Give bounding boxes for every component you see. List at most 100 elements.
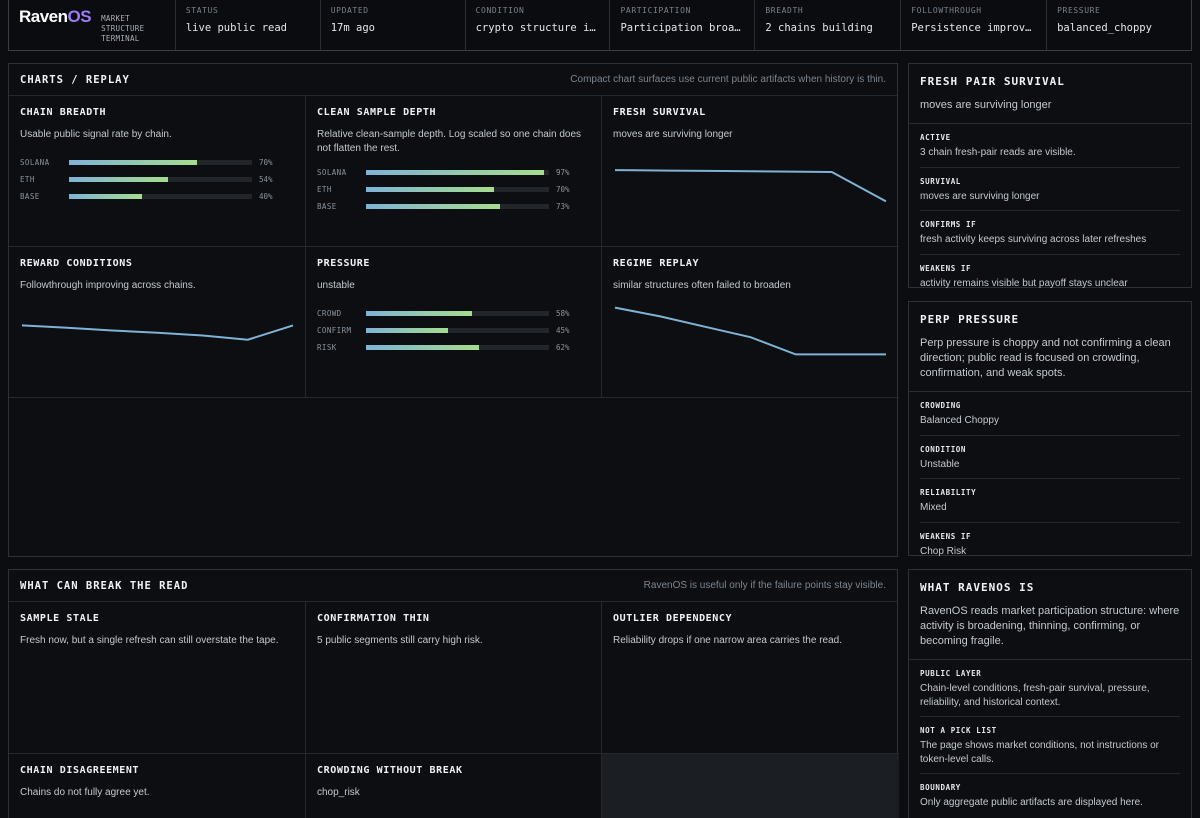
bar-row-eth: ETH 54% [20,171,294,188]
bar-label: ETH [317,185,332,194]
sparkline-path [614,306,886,356]
panel-title: CHARTS / REPLAY [20,73,130,86]
break-grid: SAMPLE STALE Fresh now, but a single ref… [9,602,899,818]
brand-subtitle: MARKET STRUCTURE TERMINAL [101,14,145,43]
perp-pressure-card: PERP PRESSURE Perp pressure is choppy an… [908,301,1192,557]
panel-note: Compact chart surfaces use current publi… [570,74,886,85]
kv-weakens-if: WEAKENS IF activity remains visible but p… [920,263,1128,289]
kv-condition: CONDITION Unstable [920,436,1180,479]
bar-track [69,194,252,199]
bar-value: 58% [556,309,570,318]
card-subtitle: RavenOS reads market participation struc… [920,605,1180,647]
bar-track [366,328,549,333]
stat-condition: CONDITION crypto structure is m… [466,0,611,50]
bar-row-crowd: CROWD 58% [317,305,590,322]
kv-survival: SURVIVAL moves are surviving longer [920,168,1180,211]
risk-card-outlier-dependency[interactable]: OUTLIER DEPENDENCY Reliability drops if … [602,602,899,754]
break-panel-header: WHAT CAN BREAK THE READ RavenOS is usefu… [9,570,897,602]
kv-list: ACTIVE 3 chain fresh-pair reads are visib… [920,124,1180,297]
bar-track [366,311,549,316]
chart-cell-pressure[interactable]: PRESSURE unstable CROWD 58% CONFIRM 45% RISK… [306,247,602,398]
bar-row-risk: RISK 62% [317,339,590,356]
card-title: FRESH PAIR SURVIVAL [920,75,1065,88]
what-ravenos-is-card: WHAT RAVENOS IS RavenOS reads market par… [908,569,1192,818]
bar-track [69,160,252,165]
bar-list: SOLANA 70% ETH 54% BASE 40% [20,154,294,205]
bar-label: CONFIRM [317,326,352,335]
panel-title: WHAT CAN BREAK THE READ [20,579,189,592]
panel-note: RavenOS is useful only if the failure po… [643,580,886,591]
card-subtitle: moves are surviving longer [920,99,1052,111]
kv-public-layer: PUBLIC LAYER Chain-level conditions, fres… [920,660,1180,717]
bar-label: CROWD [317,309,342,318]
kv-active: ACTIVE 3 chain fresh-pair reads are visib… [920,124,1180,168]
bar-value: 73% [556,202,570,211]
risk-card-sample-stale[interactable]: SAMPLE STALE Fresh now, but a single ref… [9,602,306,754]
bar-fill [366,328,449,333]
bar-label: SOLANA [317,168,347,177]
brand[interactable]: RavenOS MARKET STRUCTURE TERMINAL [9,0,176,50]
chart-cell-fresh-survival[interactable]: FRESH SURVIVAL moves are surviving longe… [602,96,899,247]
bar-row-base: BASE 40% [20,188,294,205]
reward-conditions-sparkline [21,324,294,341]
kv-list: CROWDING Balanced Choppy CONDITION Unstabl… [920,392,1180,565]
bar-track [366,170,549,175]
risk-card-crowding-without-break[interactable]: CROWDING WITHOUT BREAK chop_risk [306,754,602,818]
stat-status: STATUS live public read [176,0,321,50]
charts-panel-header: CHARTS / REPLAY Compact chart surfaces u… [9,64,897,96]
bar-row-eth: ETH 70% [317,181,590,198]
bar-track [69,177,252,182]
kv-weakens-if: WEAKENS IF Chop Risk [920,531,972,557]
risk-card-confirmation-thin[interactable]: CONFIRMATION THIN 5 public segments stil… [306,602,602,754]
top-status-bar: RavenOS MARKET STRUCTURE TERMINAL STATUS… [8,0,1192,51]
bar-fill [366,345,480,350]
risk-card-chain-disagreement[interactable]: CHAIN DISAGREEMENT Chains do not fully a… [9,754,306,818]
bar-fill [366,311,473,316]
card-subtitle: Perp pressure is choppy and not confirmi… [920,337,1171,379]
bar-value: 54% [259,175,273,184]
bar-value: 40% [259,192,273,201]
bar-value: 97% [556,168,570,177]
charts-grid: CHAIN BREADTH Usable public signal rate … [9,96,899,398]
bar-list: CROWD 58% CONFIRM 45% RISK 62% [317,305,590,356]
stat-breadth: BREADTH 2 chains building [755,0,902,50]
kv-confirms-if: CONFIRMS IF fresh activity keeps survivin… [920,211,1180,255]
bar-row-base: BASE 73% [317,198,590,215]
ravenos-logo[interactable]: RavenOS [19,7,92,26]
bar-fill [69,160,198,165]
stat-pressure: PRESSURE balanced_choppy [1057,6,1152,34]
charts-replay-panel: CHARTS / REPLAY Compact chart surfaces u… [8,63,899,557]
stat-followthrough: FOLLOWTHROUGH Persistence improving. [901,0,1048,50]
card-title: PERP PRESSURE [920,313,1020,326]
chart-cell-regime-replay[interactable]: REGIME REPLAY similar structures often f… [602,247,899,398]
bar-row-solana: SOLANA 97% [317,164,590,181]
sparkline-path [21,324,294,341]
bar-fill [366,204,500,209]
bar-list: SOLANA 97% ETH 70% BASE 73% [317,164,590,215]
chart-cell-chain-breadth[interactable]: CHAIN BREADTH Usable public signal rate … [9,96,306,247]
bar-track [366,204,549,209]
bar-value: 62% [556,343,570,352]
break-read-panel: WHAT CAN BREAK THE READ RavenOS is usefu… [8,569,899,818]
kv-boundary: BOUNDARY Only aggregate public artifacts … [920,783,1143,808]
bar-fill [366,187,495,192]
fresh-survival-sparkline [614,169,887,203]
kv-not-a-pick-list: NOT A PICK LIST The page shows market con… [920,717,1180,774]
bar-fill [366,170,544,175]
stat-updated: UPDATED 17m ago [321,0,466,50]
stat-participation: PARTICIPATION Participation broaden… [610,0,756,50]
empty-cell [602,754,899,818]
bar-label: BASE [317,202,337,211]
fresh-pair-survival-card: FRESH PAIR SURVIVAL moves are surviving … [908,63,1192,289]
bar-fill [69,194,143,199]
bar-track [366,345,549,350]
regime-replay-sparkline [614,306,886,356]
bar-label: SOLANA [20,158,50,167]
chart-cell-clean-sample-depth[interactable]: CLEAN SAMPLE DEPTH Relative clean-sample… [306,96,602,247]
bar-value: 70% [259,158,273,167]
sparkline-path [614,169,887,203]
kv-crowding: CROWDING Balanced Choppy [920,392,1180,436]
kv-list: PUBLIC LAYER Chain-level conditions, fres… [920,660,1180,817]
chart-cell-reward-conditions[interactable]: REWARD CONDITIONS Followthrough improvin… [9,247,306,398]
bar-value: 45% [556,326,570,335]
